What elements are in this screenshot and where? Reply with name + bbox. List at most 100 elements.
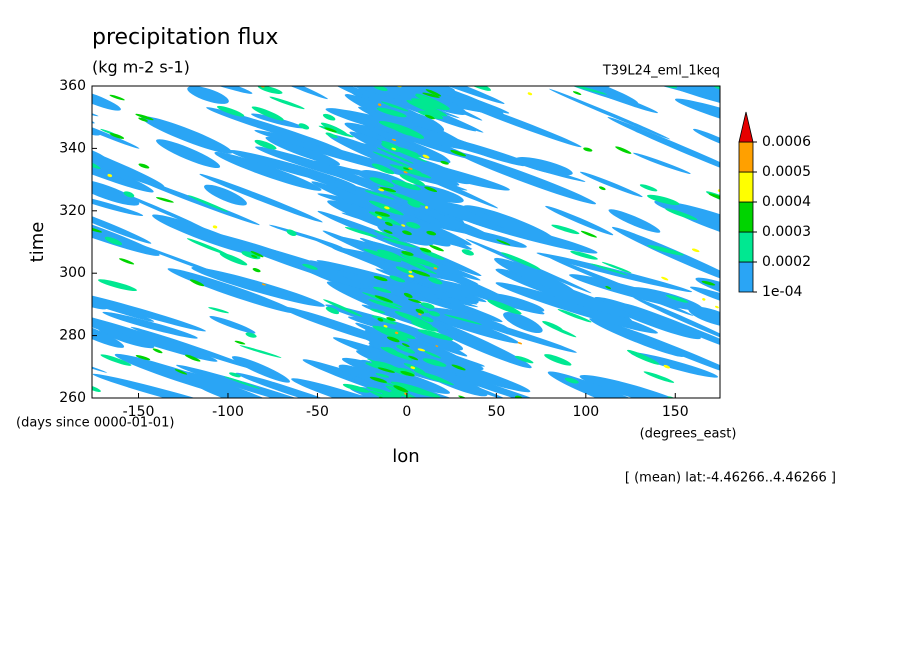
contour-fill	[47, 350, 68, 361]
contour-fill	[370, 308, 386, 314]
x-axis-label: lon	[392, 446, 419, 467]
contour-fill	[386, 317, 396, 322]
contour-fill	[422, 358, 447, 367]
contour-fill	[715, 78, 728, 85]
x-tick-label: 50	[487, 404, 505, 420]
contour-fill	[408, 355, 419, 361]
contour-fill	[394, 331, 399, 335]
contour-fill	[625, 303, 720, 360]
contour-fill	[298, 123, 310, 130]
contour-fill	[389, 126, 411, 136]
contour-fill	[444, 314, 482, 325]
contour-fill	[113, 189, 208, 231]
contour-fill	[371, 163, 395, 175]
x-tick-label: 0	[402, 404, 411, 420]
contour-fill	[706, 78, 718, 84]
contour-fill	[397, 384, 441, 398]
contour-fill	[255, 146, 376, 186]
contour-fill	[60, 126, 68, 131]
contour-fill	[92, 205, 152, 244]
contour-fill	[411, 321, 439, 332]
contour-fill	[223, 376, 261, 390]
contour-fill	[231, 356, 291, 383]
contour-fill	[421, 316, 434, 323]
contour-fill	[55, 372, 86, 383]
contour-fill	[608, 209, 661, 233]
contour-fill	[450, 150, 467, 157]
contour-fill	[395, 266, 413, 275]
contour-fill	[401, 343, 410, 348]
contour-fill	[551, 224, 580, 235]
contour-fill	[212, 225, 218, 229]
contour-fill	[382, 258, 423, 273]
y-axis-label: time	[27, 222, 48, 263]
contour-fill	[572, 91, 582, 96]
contour-fill	[708, 193, 720, 201]
colorbar-label: 0.0005	[762, 164, 811, 180]
contour-fill	[422, 92, 440, 98]
contour-fill	[394, 311, 433, 327]
contour-fill	[500, 252, 541, 270]
contour-fill	[542, 320, 563, 331]
contour-fill	[368, 211, 401, 226]
contour-fill	[374, 230, 400, 240]
contour-fill	[564, 377, 579, 384]
contour-fill	[107, 173, 113, 178]
contour-fill	[130, 326, 256, 370]
contour-fill	[389, 146, 428, 163]
y-tick-label: 300	[59, 265, 86, 281]
contour-fill	[667, 396, 678, 398]
contour-fill	[92, 158, 101, 169]
contour-fill	[206, 107, 343, 152]
contour-fill	[369, 177, 395, 188]
contour-fill	[724, 79, 765, 98]
contour-fill	[364, 190, 395, 200]
contour-fill	[420, 250, 445, 260]
contour-fill	[357, 331, 484, 371]
contour-fill	[665, 294, 689, 303]
contour-fill	[331, 86, 427, 102]
contour-fill	[425, 89, 442, 97]
contour-fill	[402, 230, 412, 236]
contour-fill	[527, 92, 533, 96]
contour-fill	[186, 238, 229, 256]
contour-fill	[729, 238, 734, 241]
contour-fill	[389, 275, 405, 283]
contour-fill	[269, 96, 305, 110]
contour-fill	[400, 127, 425, 139]
contour-fill	[455, 151, 597, 205]
contour-fill	[545, 205, 614, 236]
contour-fill	[496, 239, 511, 246]
contour-fill	[265, 136, 340, 166]
contour-fill	[377, 367, 395, 373]
contour-fill	[419, 247, 432, 253]
contour-fill	[688, 306, 720, 328]
contour-fill	[400, 371, 415, 377]
contour-fill	[693, 128, 720, 149]
contour-fill	[372, 151, 411, 167]
contour-fill	[375, 373, 390, 378]
run-label: T39L24_eml_1keq	[602, 64, 720, 79]
contour-fill	[286, 229, 297, 236]
contour-fill	[391, 138, 397, 141]
contour-fill	[702, 298, 706, 301]
contour-fill	[403, 171, 408, 174]
contour-fill	[598, 186, 606, 191]
contour-fill	[135, 355, 151, 361]
contour-fill	[254, 130, 404, 171]
contour-fill	[119, 258, 135, 265]
contour-fill	[451, 364, 466, 371]
contour-fill	[374, 211, 390, 217]
contour-fill	[368, 299, 401, 310]
contour-fill	[98, 279, 138, 292]
y-tick-label: 340	[59, 140, 86, 156]
contour-fill	[382, 238, 417, 248]
contour-fill	[420, 302, 435, 309]
contour-fill	[250, 251, 264, 258]
contour-fill	[389, 391, 402, 398]
contour-fill	[385, 385, 420, 398]
contour-fill	[311, 181, 472, 246]
contour-fill	[583, 147, 593, 152]
contour-fill	[141, 116, 233, 154]
contour-fill	[373, 275, 388, 282]
